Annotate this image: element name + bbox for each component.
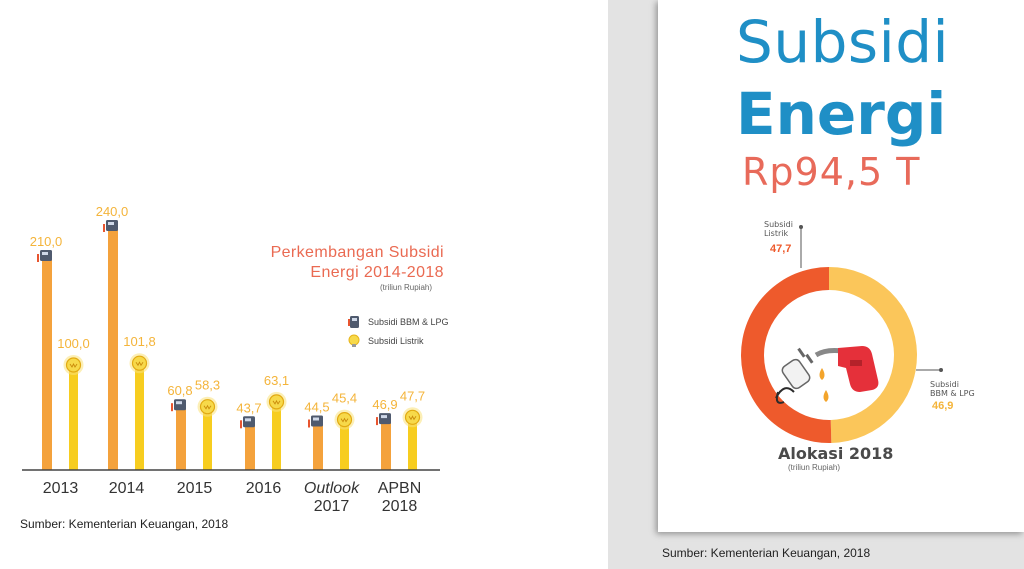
alokasi-title: Alokasi 2018 [778, 444, 894, 463]
info-card [658, 0, 1024, 532]
listrik-bar [203, 411, 212, 470]
legend-listrik-label: Subsidi Listrik [368, 336, 424, 346]
listrik-value-label: 47,7 [400, 388, 425, 403]
legend-listrik-icon [348, 334, 360, 353]
fuel-pump-icon [311, 415, 323, 427]
fuel-pump-screen [313, 417, 319, 421]
total-amount: Rp94,5 T [742, 150, 921, 194]
listrik-bar [408, 422, 417, 470]
x-tick-label: 2014 [109, 480, 145, 497]
bbm-value-label: 240,0 [96, 204, 129, 219]
fuel-pump-screen [245, 418, 251, 422]
title-energi: Energi [736, 80, 947, 148]
fuel-pump-hose [103, 224, 105, 232]
bulb-filament [340, 417, 349, 423]
fuel-pump-icon [243, 416, 255, 428]
bbm-value-label: 46,9 [372, 397, 397, 412]
listrik-bar [340, 424, 349, 470]
x-tick-label: 2017 [314, 498, 350, 515]
fuel-pump-icon [174, 399, 186, 411]
listrik-value-label: 101,8 [123, 334, 156, 349]
bulb-filament [135, 361, 144, 367]
x-tick-label: Outlook [304, 480, 360, 497]
fuel-pump-screen [42, 252, 48, 255]
listrik-value-label: 100,0 [57, 336, 90, 351]
fuel-pump-hose [308, 419, 310, 428]
bulb-filament [408, 415, 417, 421]
x-tick-label: 2013 [43, 480, 79, 497]
bbm-bar [108, 230, 118, 470]
fuel-pump-icon [379, 413, 391, 425]
left-panel: 210,0 100,0 2013 240,0 101,8 2014 60,8 58,3 2015… [0, 204, 449, 531]
legend-title-line2: Energi 2014-2018 [310, 264, 444, 281]
x-tick-label: 2018 [382, 498, 418, 515]
bbm-value-label: 43,7 [236, 400, 261, 415]
bulb-filament [272, 399, 281, 405]
bbm-bar [245, 426, 255, 470]
bulb-filament [69, 362, 78, 368]
fuel-pump-hose [376, 417, 378, 426]
listrik-value-label: 58,3 [195, 378, 220, 393]
bbm-value-label: 44,5 [304, 400, 329, 415]
fuel-pump-hose [171, 403, 173, 412]
listrik-bar [272, 406, 281, 470]
bbm-label-line2: BBM & LPG [930, 389, 975, 398]
bbm-label: Subsidi BBM & LPG [930, 380, 975, 398]
source-right: Sumber: Kementerian Keuangan, 2018 [662, 546, 871, 560]
bbm-bar [381, 423, 391, 470]
listrik-label-line2: Listrik [764, 229, 789, 238]
alokasi-unit: (triliun Rupiah) [788, 463, 841, 472]
bbm-bar [42, 260, 52, 470]
fuel-pump-hose [37, 254, 39, 262]
title-subsidi: Subsidi [736, 8, 950, 76]
fuel-pump-screen [176, 401, 182, 405]
fuel-pump-screen [381, 415, 387, 419]
legend-bbm-icon [348, 314, 360, 333]
x-tick-label: 2015 [177, 480, 213, 497]
fuel-pump-screen [108, 222, 114, 225]
listrik-value-label: 45,4 [332, 391, 357, 406]
x-tick-label: APBN [378, 480, 422, 497]
listrik-value-label: 63,1 [264, 373, 289, 388]
bbm-value: 46,9 [932, 400, 954, 412]
bbm-value-label: 210,0 [30, 234, 63, 249]
source-left: Sumber: Kementerian Keuangan, 2018 [20, 517, 229, 531]
bulb-filament [203, 404, 212, 410]
legend-title-line1: Perkembangan Subsidi [270, 244, 444, 261]
bar-chart: 210,0 100,0 2013 240,0 101,8 2014 60,8 58,3 2015… [22, 204, 440, 515]
listrik-bar [135, 368, 144, 470]
fuel-pump-hose [240, 420, 242, 429]
bbm-label-line1: Subsidi [930, 380, 959, 389]
bbm-value-label: 60,8 [167, 383, 192, 398]
legend-unit: (triliun Rupiah) [380, 283, 433, 292]
listrik-bar [69, 370, 78, 470]
fuel-pump-icon [106, 220, 118, 231]
listrik-value: 47,7 [770, 243, 792, 255]
listrik-label: Subsidi Listrik [764, 220, 793, 238]
listrik-label-line1: Subsidi [764, 220, 793, 229]
bbm-bar [176, 409, 186, 470]
legend-bbm-label: Subsidi BBM & LPG [368, 317, 449, 327]
x-tick-label: 2016 [246, 480, 282, 497]
bbm-bar [313, 425, 323, 470]
legend-title-block: Perkembangan Subsidi Energi 2014-2018 [0, 244, 444, 304]
